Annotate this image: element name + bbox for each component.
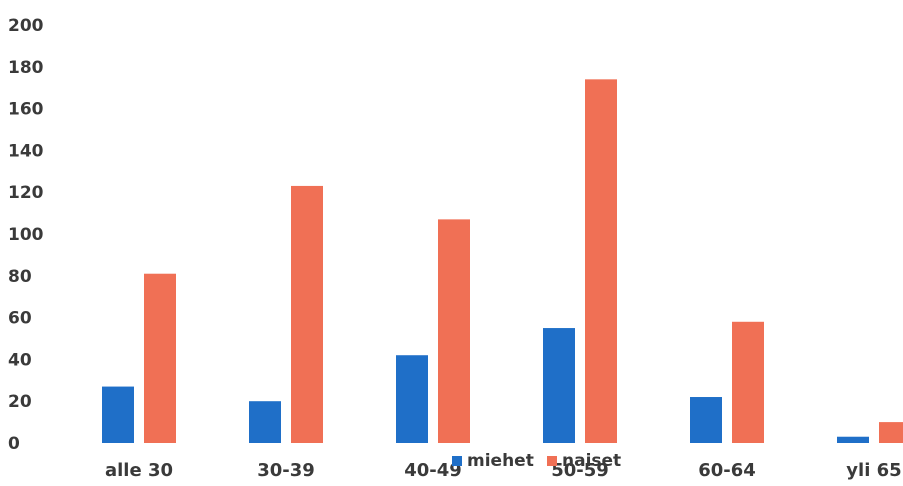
legend-swatch-naiset: [547, 456, 557, 466]
bar-naiset-0: [144, 273, 176, 443]
y-tick-label: 120: [8, 183, 44, 203]
bar-naiset-3: [585, 79, 617, 443]
bars-group: [102, 79, 903, 443]
legend-swatch-miehet: [452, 456, 462, 466]
x-category-label: 30-39: [257, 460, 315, 481]
y-tick-label: 60: [8, 309, 32, 329]
bar-miehet-2: [396, 355, 428, 443]
x-category-label: 40-49: [404, 460, 462, 481]
y-tick-label: 180: [8, 58, 44, 78]
bar-miehet-4: [690, 397, 722, 443]
y-tick-label: 100: [8, 225, 44, 245]
bar-miehet-0: [102, 386, 134, 443]
x-category-label: yli 65: [846, 460, 901, 481]
y-tick-label: 40: [8, 350, 32, 370]
bar-naiset-5: [879, 422, 903, 443]
y-tick-label: 140: [8, 141, 44, 161]
legend-label-miehet: miehet: [467, 451, 534, 471]
y-tick-label: 0: [8, 434, 20, 454]
bar-miehet-5: [837, 436, 869, 443]
bar-miehet-1: [249, 401, 281, 443]
x-axis-labels: alle 30 30-39 40-49 50-59 60-64 yli 65: [105, 460, 902, 481]
bar-naiset-4: [732, 321, 764, 443]
y-axis-ticks: 0 20 40 60 80 100 120 140 160 180 200: [8, 16, 44, 454]
bar-miehet-3: [543, 328, 575, 443]
x-category-label: 50-59: [551, 460, 609, 481]
bar-naiset-1: [291, 185, 323, 443]
bar-naiset-2: [438, 219, 470, 443]
legend-label-naiset: naiset: [562, 451, 621, 471]
y-tick-label: 160: [8, 100, 44, 120]
legend: miehet naiset: [452, 451, 621, 471]
y-tick-label: 200: [8, 16, 44, 36]
x-category-label: 60-64: [698, 460, 756, 481]
y-tick-label: 20: [8, 392, 32, 412]
x-category-label: alle 30: [105, 460, 173, 481]
y-tick-label: 80: [8, 267, 32, 287]
